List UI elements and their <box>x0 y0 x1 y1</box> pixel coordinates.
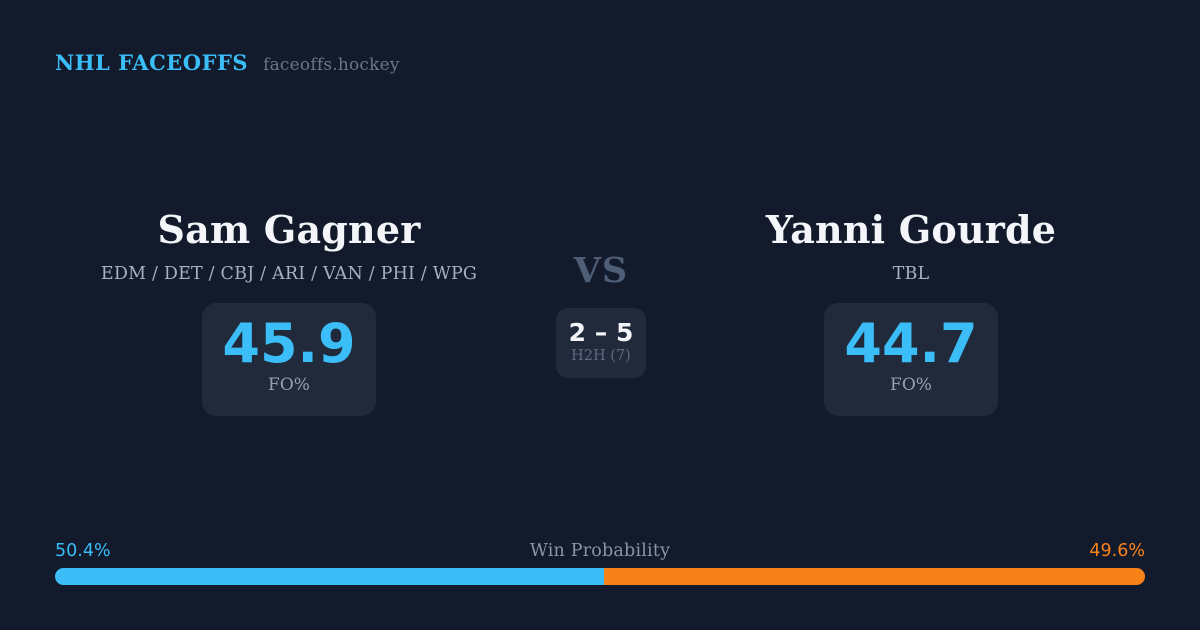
player-left-fo-value: 45.9 <box>222 311 356 375</box>
player-right-name: Yanni Gourde <box>765 207 1057 252</box>
h2h-score: 2 – 5 <box>568 318 634 347</box>
player-right-fo-label: FO% <box>890 375 932 396</box>
win-probability-left-pct: 50.4% <box>55 541 111 561</box>
win-probability-bar-left-fill <box>55 568 605 585</box>
player-left-fo-card: 45.9 FO% <box>202 302 376 416</box>
player-right-teams: TBL <box>892 263 930 284</box>
header: NHL FACEOFFS faceoffs.hockey <box>55 50 400 75</box>
player-right-fo-card: 44.7 FO% <box>824 302 998 416</box>
site-url: faceoffs.hockey <box>263 55 400 75</box>
h2h-card: 2 – 5 H2H (7) <box>556 308 646 378</box>
brand-title: NHL FACEOFFS <box>55 50 249 75</box>
player-left-teams: EDM / DET / CBJ / ARI / VAN / PHI / WPG <box>100 263 478 284</box>
vs-label: VS <box>573 250 629 291</box>
win-probability-bar <box>55 568 1145 585</box>
win-probability-title: Win Probability <box>529 541 671 561</box>
h2h-label: H2H (7) <box>571 348 631 364</box>
player-left-column: Sam Gagner EDM / DET / CBJ / ARI / VAN /… <box>55 206 523 416</box>
player-right-fo-value: 44.7 <box>844 311 978 375</box>
player-left-fo-label: FO% <box>268 375 310 396</box>
player-right-column: Yanni Gourde TBL 44.7 FO% <box>677 206 1145 416</box>
matchup-center-column: VS 2 – 5 H2H (7) <box>523 250 679 378</box>
win-probability-labels: 50.4% Win Probability 49.6% <box>55 541 1145 561</box>
win-probability-right-pct: 49.6% <box>1089 541 1145 561</box>
win-probability-bar-right-fill <box>604 568 1145 585</box>
player-left-name: Sam Gagner <box>157 207 421 252</box>
